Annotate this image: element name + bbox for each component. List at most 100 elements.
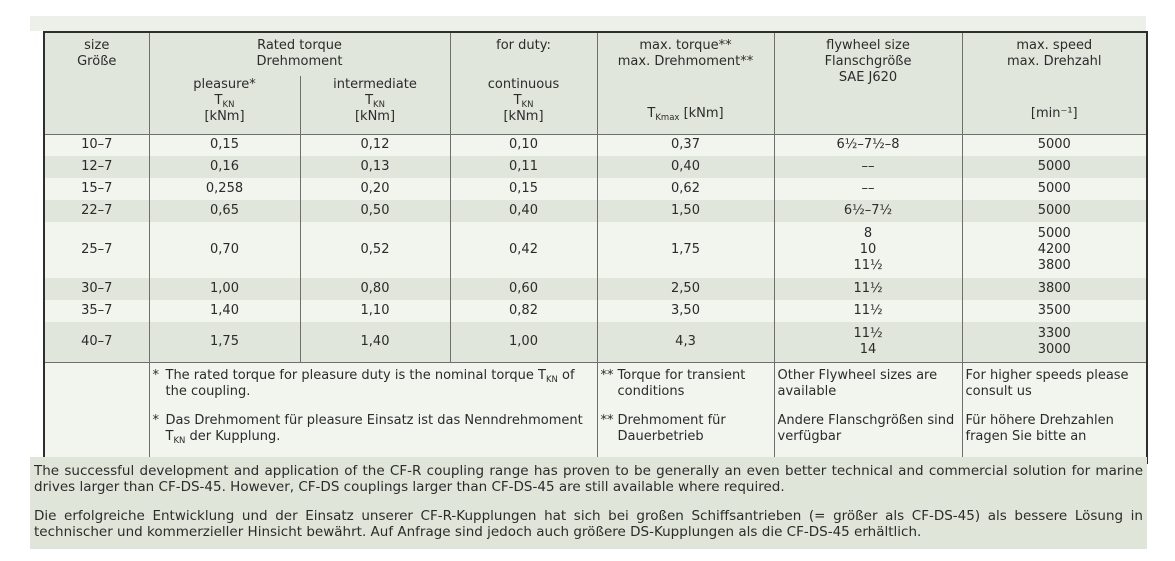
pleasure-cell: 1,00 xyxy=(148,278,301,300)
intermediate-cell: 1,10 xyxy=(299,300,451,322)
table-row: 40–7 1,75 1,40 1,00 4,3 11½ 14 3300 3000 xyxy=(43,322,1148,362)
speed-cell: 5000 xyxy=(961,156,1148,178)
size-cell: 25–7 xyxy=(43,222,150,278)
footnote-text-before: The rated torque for pleasure duty is th… xyxy=(165,367,546,383)
speed-cell: 5000 xyxy=(961,133,1148,156)
header-pleasure-label: pleasure* xyxy=(193,77,256,92)
footnote-marker: ** xyxy=(600,412,614,428)
speed-cell: 5000 xyxy=(961,200,1148,222)
header-pleasure-symbol: TKN xyxy=(154,93,296,109)
size-cell: 10–7 xyxy=(43,133,150,156)
footnote-speed: For higher speeds please consult us Für … xyxy=(961,361,1148,463)
paragraph-english: The successful development and applicati… xyxy=(34,463,1143,495)
size-cell: 30–7 xyxy=(43,278,150,300)
table-row: 25–7 0,70 0,52 0,42 1,75 8 10 11½ 5000 4… xyxy=(43,222,1148,278)
header-size-label: size Größe xyxy=(77,38,117,69)
pleasure-cell: 1,40 xyxy=(148,300,301,322)
torque-unit: [kNm] xyxy=(679,106,724,121)
flywheel-cell: 6½–7½–8 xyxy=(773,133,963,156)
header-rated-torque-label: Rated torque Drehmoment xyxy=(256,38,343,69)
continuous-cell: 0,15 xyxy=(449,178,598,200)
paragraph-german: Die erfolgreiche Entwicklung und der Ein… xyxy=(34,508,1143,540)
description-text-band: The successful development and applicati… xyxy=(30,457,1147,549)
intermediate-cell: 0,50 xyxy=(299,200,451,222)
speed-cell: 5000 xyxy=(961,178,1148,200)
pleasure-cell: 0,258 xyxy=(148,178,301,200)
header-intermediate-symbol: TKN xyxy=(305,93,446,109)
pleasure-cell: 0,16 xyxy=(148,156,301,178)
max-torque-cell: 4,3 xyxy=(596,322,775,362)
table-header: size Größe Rated torque Drehmoment for d… xyxy=(43,32,1148,134)
size-cell: 12–7 xyxy=(43,156,150,178)
table-row: 10–7 0,15 0,12 0,10 0,37 6½–7½–8 5000 xyxy=(43,133,1148,156)
size-cell: 22–7 xyxy=(43,200,150,222)
header-speed-label: max. speed max. Drehzahl xyxy=(1006,38,1102,69)
pleasure-cell: 0,65 xyxy=(148,200,301,222)
speed-cell: 3300 3000 xyxy=(961,322,1148,362)
header-continuous-symbol: TKN xyxy=(455,93,593,109)
table-row: 35–7 1,40 1,10 0,82 3,50 11½ 3500 xyxy=(43,300,1148,322)
continuous-cell: 0,42 xyxy=(449,222,598,278)
continuous-cell: 0,10 xyxy=(449,133,598,156)
header-continuous: continuous TKN [kNm] xyxy=(449,76,598,134)
table-row: 22–7 0,65 0,50 0,40 1,50 6½–7½ 5000 xyxy=(43,200,1148,222)
size-cell: 35–7 xyxy=(43,300,150,322)
header-continuous-unit: [kNm] xyxy=(503,109,544,124)
footnote-text: For higher speeds please consult us xyxy=(965,367,1129,399)
footnote-text-before: Das Drehmoment für pleasure Einsatz ist … xyxy=(165,412,583,444)
max-torque-cell: 2,50 xyxy=(596,278,775,300)
pleasure-cell: 0,15 xyxy=(148,133,301,156)
footnote-text: Other Flywheel sizes are available xyxy=(777,367,938,399)
footnote-item: * The rated torque for pleasure duty is … xyxy=(153,368,594,400)
continuous-cell: 0,60 xyxy=(449,278,598,300)
header-pleasure: pleasure* TKN [kNm] xyxy=(148,76,301,134)
flywheel-cell: 11½ 14 xyxy=(773,322,963,362)
header-intermediate: intermediate TKN [kNm] xyxy=(299,76,451,134)
table-footnotes: * The rated torque for pleasure duty is … xyxy=(43,361,1148,463)
header-max-torque-label: max. torque** max. Drehmoment** xyxy=(617,38,754,69)
flywheel-cell: –– xyxy=(773,156,963,178)
header-flywheel: flywheel size Flanschgröße SAE J620 xyxy=(773,32,963,134)
top-accent-band xyxy=(30,16,1146,31)
flywheel-cell: 11½ xyxy=(773,278,963,300)
max-torque-cell: 0,37 xyxy=(596,133,775,156)
footnote-text-after: der Kupplung. xyxy=(185,428,281,444)
header-intermediate-label: intermediate xyxy=(333,77,417,92)
continuous-cell: 0,40 xyxy=(449,200,598,222)
footnote-max-torque: ** Torque for transient conditions ** Dr… xyxy=(596,361,775,463)
coupling-spec-table: size Größe Rated torque Drehmoment for d… xyxy=(43,31,1149,464)
footnote-marker: * xyxy=(152,412,160,428)
footnote-text: Drehmoment für Dauerbetrieb xyxy=(617,412,726,444)
continuous-cell: 0,11 xyxy=(449,156,598,178)
footnote-marker: * xyxy=(152,367,160,383)
flywheel-cell: 8 10 11½ xyxy=(773,222,963,278)
footnote-flywheel: Other Flywheel sizes are available Ander… xyxy=(773,361,963,463)
table-row: 30–7 1,00 0,80 0,60 2,50 11½ 3800 xyxy=(43,278,1148,300)
torque-symbol: T xyxy=(214,93,223,108)
header-flywheel-label: flywheel size Flanschgröße SAE J620 xyxy=(824,38,912,85)
intermediate-cell: 0,80 xyxy=(299,278,451,300)
header-speed: max. speed max. Drehzahl [min⁻¹] xyxy=(961,32,1148,134)
intermediate-cell: 0,20 xyxy=(299,178,451,200)
torque-symbol-subscript: KN xyxy=(173,435,186,446)
table-row: 12–7 0,16 0,13 0,11 0,40 –– 5000 xyxy=(43,156,1148,178)
speed-cell: 3800 xyxy=(961,278,1148,300)
header-continuous-label: continuous xyxy=(487,77,560,92)
intermediate-cell: 0,13 xyxy=(299,156,451,178)
header-max-torque-unit: TKmax [kNm] xyxy=(602,106,770,130)
header-size: size Größe xyxy=(43,32,150,134)
table-row: 15–7 0,258 0,20 0,15 0,62 –– 5000 xyxy=(43,178,1148,200)
continuous-cell: 1,00 xyxy=(449,322,598,362)
footnote-text: Für höhere Drehzahlen fragen Sie bitte a… xyxy=(965,412,1114,444)
size-cell: 40–7 xyxy=(43,322,150,362)
pleasure-cell: 0,70 xyxy=(148,222,301,278)
torque-symbol: T xyxy=(647,106,656,121)
max-torque-cell: 0,62 xyxy=(596,178,775,200)
footnote-text: Andere Flanschgrößen sind verfügbar xyxy=(777,412,955,444)
header-intermediate-unit: [kNm] xyxy=(354,109,396,124)
table-body: 10–7 0,15 0,12 0,10 0,37 6½–7½–8 5000 12… xyxy=(43,133,1148,362)
size-cell: 15–7 xyxy=(43,178,150,200)
torque-symbol-subscript: KN xyxy=(373,100,385,110)
footnote-text: Das Drehmoment für pleasure Einsatz ist … xyxy=(166,413,594,445)
footnote-item: * Das Drehmoment für pleasure Einsatz is… xyxy=(153,413,594,445)
